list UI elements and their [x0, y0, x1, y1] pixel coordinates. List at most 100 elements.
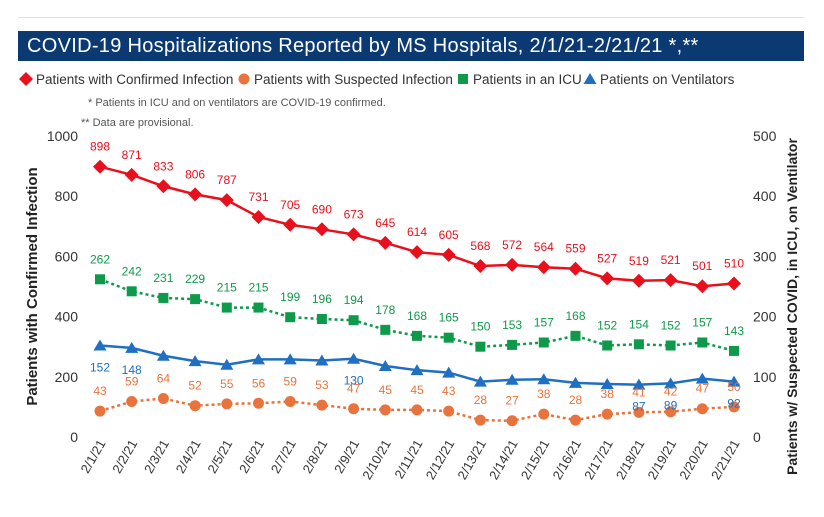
x-tick-label: 2/12/21 — [423, 437, 458, 482]
data-point — [473, 375, 487, 387]
data-label: 154 — [629, 317, 649, 331]
data-point — [536, 260, 551, 275]
data-point — [632, 378, 646, 390]
legend-label: Patients in an ICU — [473, 72, 582, 87]
data-label: 199 — [280, 290, 300, 304]
data-point — [695, 279, 710, 294]
data-label: 242 — [122, 264, 142, 278]
data-point — [727, 375, 741, 387]
data-point — [347, 352, 361, 364]
legend: Patients with Confirmed Infection Patient… — [19, 72, 735, 87]
x-tick-label: 2/21/21 — [708, 437, 743, 482]
data-point — [697, 337, 708, 348]
data-point — [220, 358, 234, 370]
data-point — [663, 273, 678, 288]
data-point — [380, 324, 391, 335]
legend-marker — [583, 73, 597, 84]
data-point — [252, 353, 265, 365]
data-point — [251, 209, 266, 224]
data-point — [156, 179, 171, 194]
data-label: 130 — [344, 374, 364, 388]
data-label: 572 — [502, 238, 522, 252]
x-tick-label: 2/20/21 — [676, 437, 711, 482]
data-point — [379, 404, 391, 416]
data-point — [695, 372, 709, 384]
data-point — [284, 395, 296, 407]
data-point — [125, 341, 139, 353]
data-point — [95, 274, 105, 285]
data-label: 215 — [248, 281, 268, 295]
data-label: 56 — [252, 376, 266, 390]
data-label: 519 — [629, 254, 649, 268]
data-point — [727, 276, 741, 291]
data-point — [346, 227, 361, 242]
data-point — [378, 235, 393, 250]
x-tick-label: 2/13/21 — [454, 437, 489, 482]
data-point — [124, 167, 139, 182]
data-point — [283, 217, 298, 232]
data-point — [664, 377, 678, 389]
data-label: 52 — [188, 379, 202, 393]
data-label: 47 — [696, 382, 710, 396]
data-point — [221, 302, 232, 313]
data-label: 28 — [474, 393, 488, 407]
x-tick-label: 2/4/21 — [173, 437, 204, 476]
data-point — [253, 397, 264, 409]
data-point — [443, 405, 455, 417]
x-tick-label: 2/3/21 — [141, 437, 172, 476]
top-divider — [18, 17, 804, 18]
data-label: 833 — [153, 159, 173, 173]
data-point — [411, 404, 423, 416]
data-label: 152 — [661, 318, 681, 332]
data-point — [729, 345, 739, 356]
data-label: 152 — [597, 318, 617, 332]
data-point — [473, 259, 488, 274]
data-label: 168 — [407, 309, 427, 323]
data-label: 152 — [90, 360, 110, 374]
data-label: 153 — [502, 318, 522, 332]
y-tick-label: 800 — [55, 188, 79, 204]
data-point — [285, 312, 296, 323]
data-point — [538, 337, 549, 348]
data-label: 568 — [470, 239, 490, 253]
y2-tick-label: 500 — [753, 128, 777, 144]
data-point — [631, 273, 646, 288]
data-label: 28 — [569, 393, 583, 407]
data-point — [158, 292, 169, 303]
data-point — [600, 378, 614, 390]
data-label: 59 — [125, 374, 139, 388]
data-point — [538, 408, 550, 420]
x-tick-label: 2/16/21 — [549, 437, 584, 482]
data-label: 45 — [379, 383, 393, 397]
data-point — [190, 294, 201, 305]
data-label: 45 — [410, 383, 424, 397]
data-label: 806 — [185, 167, 205, 181]
data-point — [410, 245, 424, 260]
y2-tick-label: 200 — [753, 309, 777, 325]
data-point — [633, 406, 645, 418]
data-label: 53 — [315, 378, 329, 392]
data-point — [505, 373, 519, 385]
y-tick-label: 600 — [55, 248, 79, 264]
data-point — [219, 193, 234, 208]
data-label: 705 — [280, 198, 300, 212]
data-label: 43 — [93, 384, 107, 398]
data-point — [188, 187, 203, 202]
data-label: 55 — [220, 377, 234, 391]
x-tick-label: 2/2/21 — [109, 437, 140, 476]
data-label: 143 — [724, 324, 744, 338]
x-tick-label: 2/11/21 — [391, 437, 425, 481]
footnote-icu: * Patients in ICU and on ventilators are… — [88, 97, 386, 109]
data-point — [537, 373, 551, 385]
data-label: 559 — [565, 242, 585, 256]
data-label: 38 — [601, 387, 615, 401]
data-point — [443, 332, 454, 343]
data-point — [94, 405, 106, 417]
data-label: 605 — [439, 228, 459, 242]
data-point — [283, 353, 297, 365]
data-label: 262 — [90, 252, 110, 266]
data-point — [600, 271, 615, 286]
data-point — [221, 398, 233, 410]
x-tick-label: 2/1/21 — [78, 437, 109, 476]
data-point — [570, 330, 581, 341]
